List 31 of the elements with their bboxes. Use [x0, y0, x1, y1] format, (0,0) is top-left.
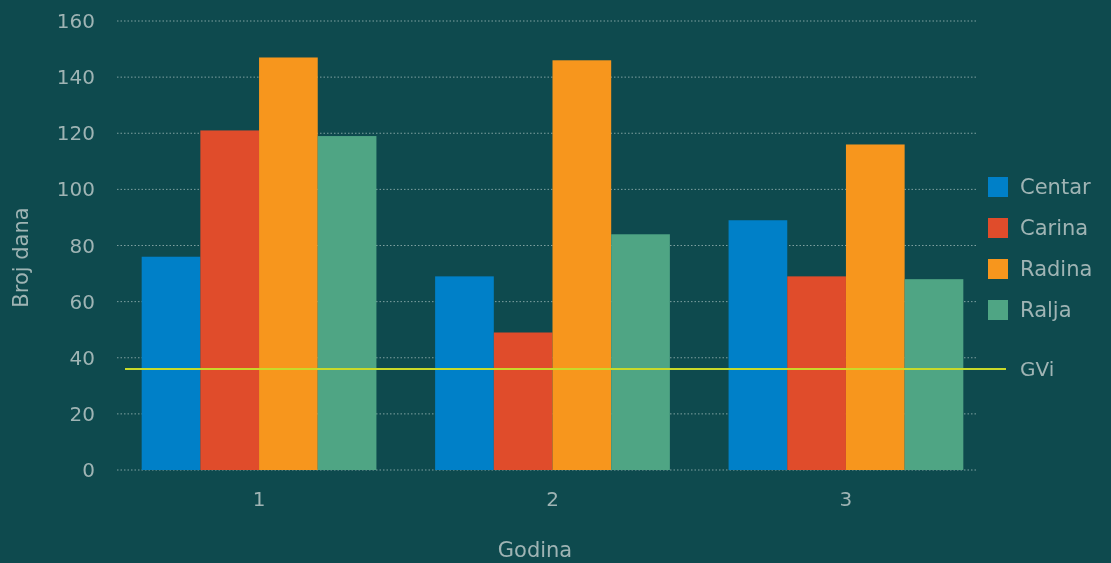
legend-label: Carina [1020, 216, 1089, 241]
bar [845, 144, 905, 470]
bar [200, 130, 260, 470]
legend-label: Radina [1020, 257, 1093, 282]
bar [904, 279, 964, 470]
y-tick-label: 60 [69, 289, 95, 314]
x-tick-label: 3 [839, 487, 853, 511]
ref-line-label: GVi [1020, 356, 1055, 381]
legend-label: Ralja [1020, 298, 1072, 323]
bar [493, 332, 553, 470]
legend-label: Centar [1020, 175, 1091, 200]
y-tick-label: 20 [69, 401, 95, 426]
x-axis-title: Godina [497, 538, 573, 562]
x-tick-label: 1 [252, 487, 266, 511]
bar [728, 220, 788, 470]
y-tick-label: 80 [69, 233, 95, 258]
y-tick-label: 40 [69, 345, 95, 370]
y-tick-label: 140 [56, 65, 95, 90]
bar [317, 136, 377, 470]
y-tick-label: 0 [82, 458, 95, 482]
bar [141, 256, 201, 470]
bar [435, 276, 494, 470]
y-axis-title: Broj dana [9, 207, 33, 308]
bar [259, 57, 318, 470]
x-tick-label: 2 [546, 487, 559, 511]
bar [611, 234, 670, 470]
y-tick-label: 100 [56, 177, 95, 202]
y-tick-label: 160 [56, 9, 95, 33]
bar [787, 276, 846, 470]
y-tick-label: 120 [56, 121, 95, 146]
bar [552, 60, 612, 470]
